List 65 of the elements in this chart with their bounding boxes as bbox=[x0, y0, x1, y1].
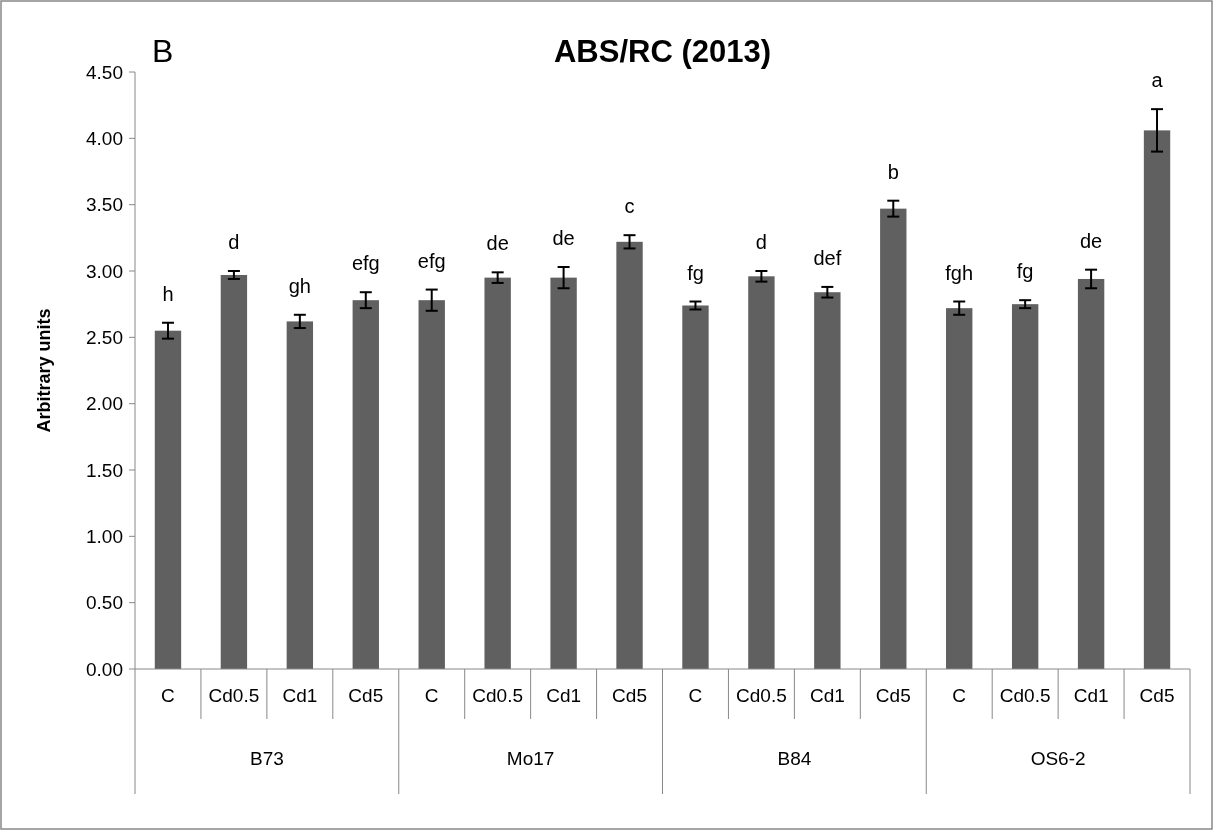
bar bbox=[418, 300, 445, 669]
annotation: de bbox=[552, 227, 575, 250]
annotation: efg bbox=[351, 252, 380, 275]
x-tick-label: Cd5 bbox=[348, 685, 384, 706]
annotation: a bbox=[1151, 69, 1164, 92]
annotation: efg bbox=[417, 249, 446, 272]
y-tick-label: 0.00 bbox=[86, 658, 123, 680]
chart-title: ABS/RC (2013) bbox=[553, 34, 772, 69]
annotation: d bbox=[755, 231, 767, 253]
x-tick-label: C bbox=[424, 685, 439, 706]
x-tick-label: Cd0.5 bbox=[736, 685, 787, 706]
annotation: gh bbox=[288, 274, 311, 297]
bar bbox=[880, 208, 907, 669]
bar bbox=[286, 321, 314, 669]
bar bbox=[1143, 130, 1171, 669]
annotation: fg bbox=[1016, 260, 1034, 283]
x-tick-label: C bbox=[952, 685, 967, 706]
y-tick-label: 0.50 bbox=[86, 592, 123, 614]
bar bbox=[748, 276, 775, 669]
annotation: fg bbox=[687, 261, 704, 284]
text: Mo17 bbox=[506, 748, 555, 769]
annotation: h bbox=[162, 282, 174, 305]
y-tick-label: 2.50 bbox=[86, 326, 123, 348]
x-tick-label: Cd1 bbox=[282, 685, 318, 706]
annotation: de bbox=[1079, 229, 1103, 252]
x-tick-label: Cd0.5 bbox=[472, 685, 524, 706]
bar bbox=[814, 292, 841, 669]
x-tick-label: Cd0.5 bbox=[208, 685, 260, 706]
text: B84 bbox=[777, 748, 812, 769]
y-tick-label: 1.00 bbox=[86, 525, 123, 547]
annotation: c bbox=[624, 195, 635, 218]
x-tick-label: C bbox=[161, 685, 175, 706]
x-tick-label: Cd0.5 bbox=[999, 685, 1051, 706]
x-tick-label: Cd1 bbox=[546, 685, 582, 706]
annotation: b bbox=[887, 160, 899, 183]
bar bbox=[682, 305, 709, 669]
bar bbox=[220, 274, 248, 669]
annotation: de bbox=[486, 232, 509, 255]
annotation: def bbox=[813, 246, 842, 269]
annotation: d bbox=[228, 231, 240, 253]
y-tick-label: 4.00 bbox=[86, 127, 123, 149]
x-tick-label: Cd1 bbox=[809, 685, 845, 706]
text: B bbox=[152, 33, 174, 69]
x-tick-label: Cd1 bbox=[1073, 685, 1109, 706]
y-tick-label: 1.50 bbox=[86, 459, 123, 481]
annotation: fgh bbox=[945, 261, 974, 284]
bar bbox=[550, 277, 577, 669]
y-tick-label: 4.50 bbox=[86, 61, 123, 83]
y-tick-label: 2.00 bbox=[86, 393, 123, 415]
y-tick-label: 3.00 bbox=[86, 260, 123, 282]
y-axis-title: Arbitrary units bbox=[34, 308, 54, 433]
text: B73 bbox=[249, 748, 284, 769]
bar bbox=[352, 300, 379, 669]
text: OS6-2 bbox=[1030, 748, 1086, 769]
x-tick-label: Cd5 bbox=[875, 685, 911, 706]
y-tick-label: 3.50 bbox=[86, 194, 123, 216]
x-tick-label: Cd5 bbox=[1139, 685, 1175, 706]
x-tick-label: C bbox=[688, 685, 703, 706]
bar bbox=[154, 330, 182, 669]
bar bbox=[484, 277, 511, 669]
bar bbox=[616, 241, 643, 669]
x-tick-label: Cd5 bbox=[612, 685, 647, 706]
bar bbox=[1077, 278, 1105, 669]
bar bbox=[1011, 304, 1039, 669]
bar bbox=[946, 308, 973, 669]
